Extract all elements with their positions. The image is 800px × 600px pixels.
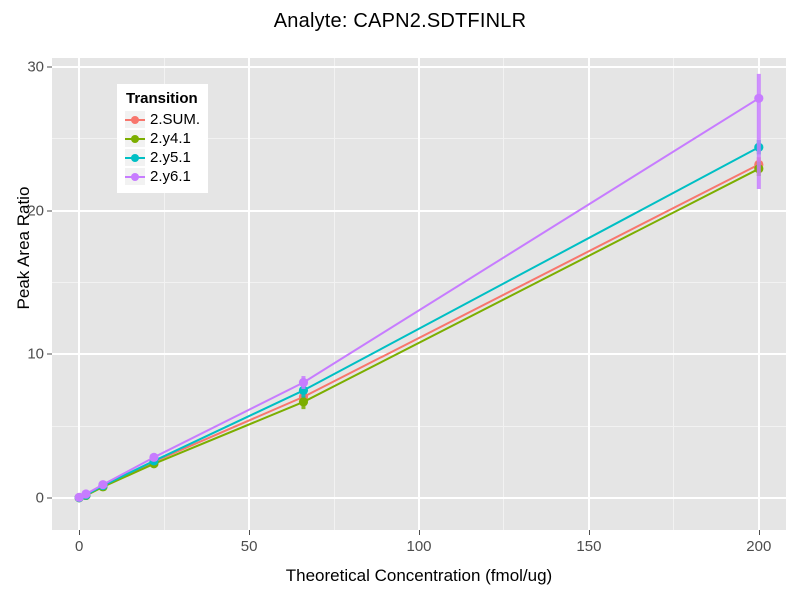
gridline-minor-vertical <box>673 58 675 530</box>
data-point <box>98 480 108 490</box>
y-tick-mark <box>47 497 52 499</box>
y-tick-label: 20 <box>27 202 44 220</box>
y-tick-label: 0 <box>35 489 44 507</box>
x-axis-title: Theoretical Concentration (fmol/ug) <box>285 566 553 585</box>
gridline-major-vertical <box>757 58 760 530</box>
legend-item[interactable]: 2.y5.1 <box>125 148 200 167</box>
legend-item-label: 2.y5.1 <box>150 149 191 166</box>
y-axis-title: Peak Area Ratio <box>14 186 33 310</box>
y-tick-label: 10 <box>27 345 44 363</box>
gridline-minor-vertical <box>163 58 165 530</box>
legend-item-label: 2.y6.1 <box>150 168 191 185</box>
data-point <box>81 489 91 499</box>
data-point <box>298 385 309 396</box>
legend-items: 2.SUM. 2.y4.1 2.y5.1 2.y6.1 <box>125 110 200 186</box>
gridline-minor-vertical <box>333 58 335 530</box>
x-tick-mark <box>588 530 590 535</box>
series-2-y5-1 <box>74 140 764 503</box>
legend-key-icon <box>125 130 145 147</box>
data-point <box>754 93 764 103</box>
x-tick-label: 150 <box>576 538 602 555</box>
x-tick-mark <box>249 530 251 535</box>
chart-title: Analyte: CAPN2.SDTFINLR <box>273 10 527 32</box>
x-tick-mark <box>79 530 81 535</box>
legend: Transition 2.SUM. 2.y4.1 2.y5.1 2.y6.1 <box>117 84 209 193</box>
data-series-layer <box>74 73 764 503</box>
legend-item-label: 2.y4.1 <box>150 130 191 147</box>
legend-item[interactable]: 2.SUM. <box>125 110 200 129</box>
legend-item[interactable]: 2.y4.1 <box>125 129 200 148</box>
x-tick-label: 200 <box>746 538 772 555</box>
data-point <box>149 452 159 462</box>
legend-key-icon <box>125 111 145 128</box>
data-point <box>74 492 84 502</box>
gridline-major-vertical <box>248 58 251 530</box>
y-tick-label: 30 <box>27 58 44 76</box>
y-tick-mark <box>47 353 52 355</box>
series-2-y6-1 <box>74 73 764 502</box>
x-tick-label: 0 <box>75 538 84 555</box>
gridline-major-vertical <box>78 58 81 530</box>
gridline-major-vertical <box>587 58 590 530</box>
x-tick-label: 100 <box>406 538 432 555</box>
x-tick-label: 50 <box>240 538 258 555</box>
legend-key-icon <box>125 149 145 166</box>
legend-item[interactable]: 2.y6.1 <box>125 167 200 186</box>
x-tick-mark <box>758 530 760 535</box>
data-point <box>298 397 309 407</box>
y-tick-mark <box>47 210 52 212</box>
data-point <box>298 377 309 388</box>
legend-key-icon <box>125 168 145 185</box>
x-tick-mark <box>419 530 420 535</box>
legend-title: Transition <box>126 90 198 107</box>
gridline-major-vertical <box>418 58 420 530</box>
y-tick-mark <box>47 66 52 68</box>
series-line <box>78 146 760 499</box>
legend-item-label: 2.SUM. <box>150 111 201 128</box>
